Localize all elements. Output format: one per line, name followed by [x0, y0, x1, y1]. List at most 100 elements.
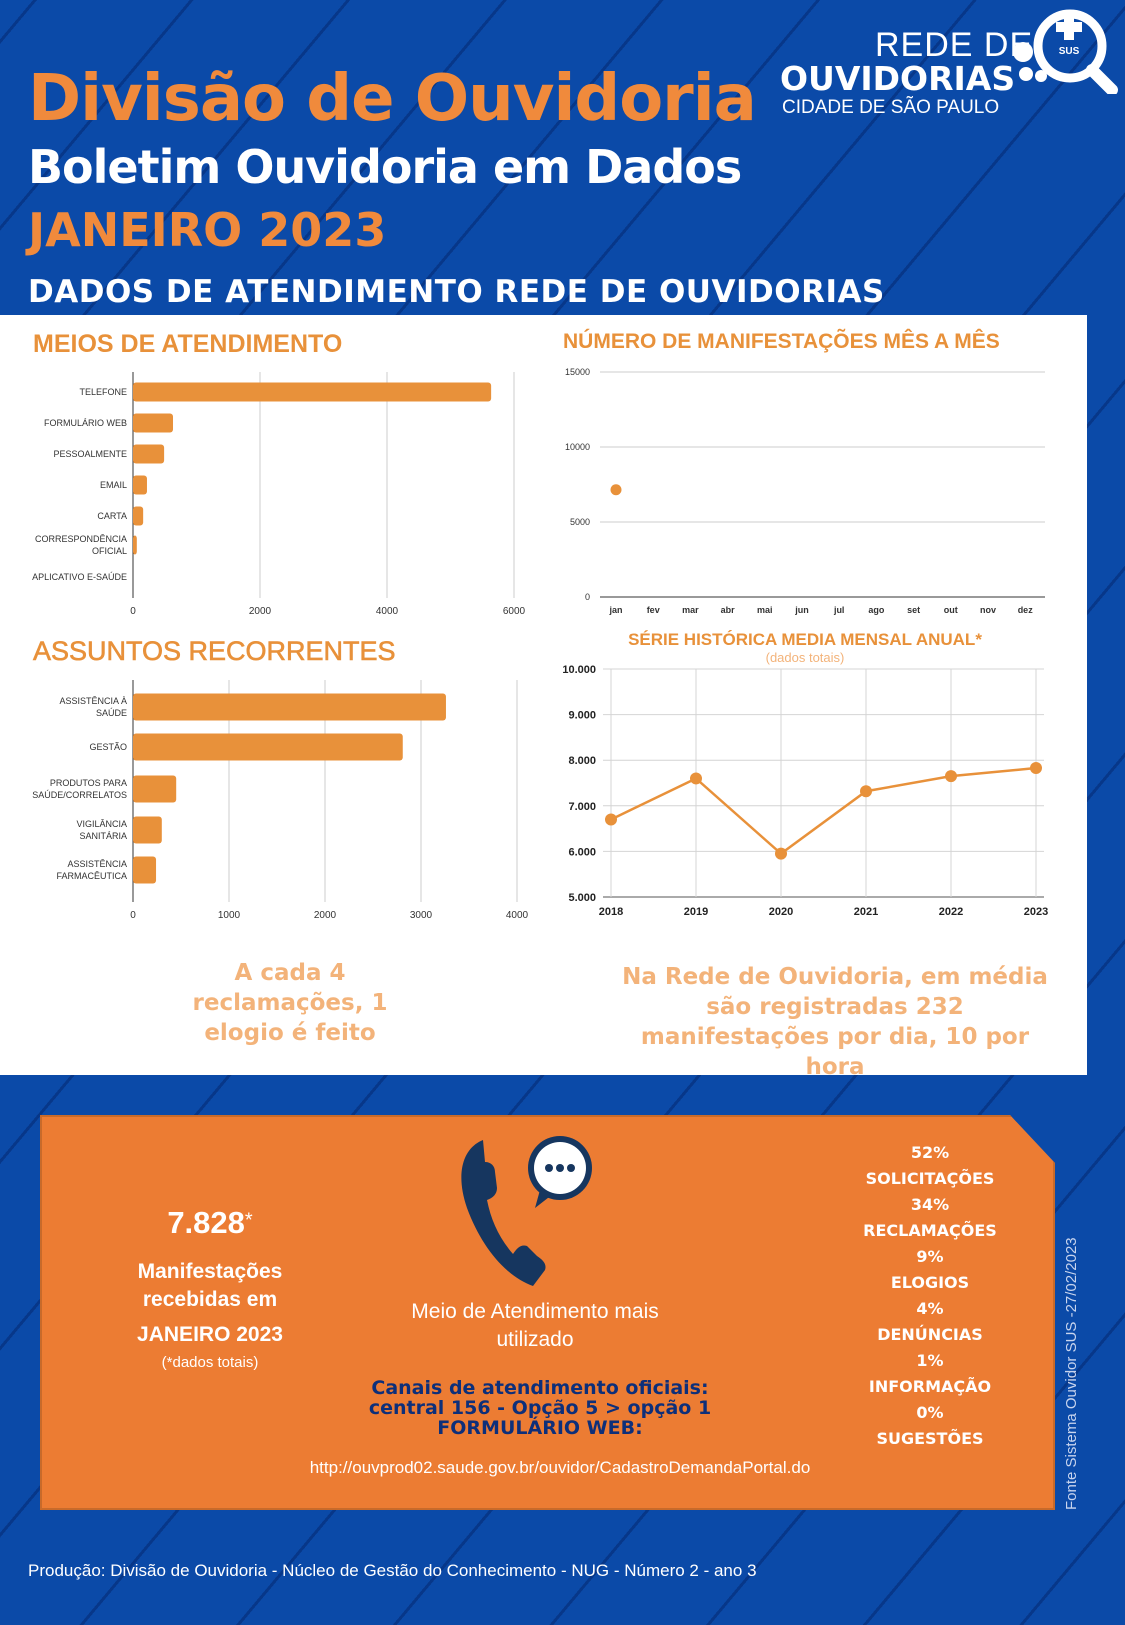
bar [133, 856, 157, 884]
type-pct: 4% [916, 1299, 944, 1318]
x-tick-label: 2019 [684, 906, 708, 918]
type-label: SUGESTÕES [876, 1429, 984, 1448]
type-pct: 0% [916, 1403, 944, 1422]
x-tick-label: abr [721, 605, 736, 615]
type-label: SOLICITAÇÕES [865, 1169, 995, 1188]
bar [133, 475, 147, 495]
logo-line2: OUVIDORIAS [780, 59, 1016, 98]
x-tick-label: out [944, 605, 958, 615]
x-tick-label: 0 [130, 910, 136, 921]
logo-line3: CIDADE DE SÃO PAULO [782, 97, 1000, 118]
category-label: SAÚDE/CORRELATOS [32, 790, 127, 800]
x-tick-label: 2022 [939, 906, 963, 918]
x-tick-label: 2021 [854, 906, 878, 918]
x-tick-label: 2000 [249, 606, 272, 617]
category-label: FORMULÁRIO WEB [44, 418, 127, 428]
manifestation-types: 52% SOLICITAÇÕES 34% RECLAMAÇÕES 9% ELOGIOS 4%… [860, 1140, 1000, 1452]
type-label: ELOGIOS [890, 1273, 970, 1292]
bar [133, 693, 446, 721]
y-tick-label: 5.000 [568, 892, 596, 904]
fact-media-diaria: Na Rede de Ouvidoria, em média são regis… [622, 964, 1048, 1080]
type-pct: 52% [910, 1143, 950, 1162]
x-tick-label: 2018 [599, 906, 623, 918]
period-title: JANEIRO 2023 [28, 203, 387, 257]
category-label: VIGILÂNCIA [76, 819, 127, 829]
x-tick-label: 6000 [503, 606, 526, 617]
bar [133, 816, 162, 844]
x-tick-label: 2023 [1024, 906, 1048, 918]
x-tick-label: 0 [130, 606, 136, 617]
x-tick-label: nov [980, 605, 996, 615]
total-label: Manifestações recebidas em [137, 1260, 283, 1311]
x-tick-label: fev [647, 605, 660, 615]
bar [133, 413, 174, 433]
category-label: SANITÁRIA [79, 831, 127, 841]
chart4-title: SÉRIE HISTÓRICA MEDIA MENSAL ANUAL* [628, 630, 982, 649]
x-tick-label: set [907, 605, 920, 615]
bar [133, 733, 403, 761]
bar [133, 444, 165, 464]
canais-oficiais: Canais de atendimento oficiais: central … [330, 1378, 750, 1438]
category-label: ASSISTÊNCIA [67, 859, 127, 869]
canais-phone: central 156 - Opção 5 > opção 1 [368, 1397, 712, 1419]
y-tick-label: 8.000 [568, 755, 596, 767]
data-point [860, 785, 872, 798]
data-point [775, 847, 787, 860]
total-value: 7.828 [167, 1205, 245, 1240]
category-label: EMAIL [100, 480, 127, 490]
type-pct: 1% [916, 1351, 944, 1370]
section-title: DADOS DE ATENDIMENTO REDE DE OUVIDORIAS [28, 274, 885, 310]
bar [133, 382, 492, 402]
total-asterisk: * [244, 1209, 253, 1232]
channel-label: Meio de Atendimento mais utilizado [411, 1300, 659, 1351]
category-label: CORRESPONDÊNCIA [35, 534, 127, 544]
page-title: Divisão de Ouvidoria [28, 62, 757, 136]
type-pct: 34% [910, 1195, 950, 1214]
data-point [610, 484, 622, 496]
category-label: GESTÃO [89, 742, 127, 752]
portal-link[interactable]: http://ouvprod02.saude.gov.br/ouvidor/Ca… [309, 1458, 811, 1477]
y-tick-label: 7.000 [568, 801, 596, 813]
chart2-title: ASSUNTOS RECORRENTES [33, 636, 396, 667]
y-tick-label: 15000 [565, 367, 590, 377]
chart3-title: NÚMERO DE MANIFESTAÇÕES MÊS A MÊS [563, 330, 1000, 353]
total-period: JANEIRO 2023 [137, 1323, 283, 1346]
x-tick-label: 2000 [314, 910, 337, 921]
category-label: TELEFONE [79, 387, 127, 397]
canais-web: FORMULÁRIO WEB: [437, 1417, 643, 1439]
category-label: PRODUTOS PARA [50, 778, 127, 788]
x-tick-label: 1000 [218, 910, 241, 921]
y-tick-label: 10000 [565, 442, 590, 452]
logo-rede-ouvidorias: REDE DE OUVIDORIAS CIDADE DE SÃO PAULO [780, 28, 1033, 120]
type-label: DENÚNCIAS [877, 1325, 983, 1344]
x-tick-label: 3000 [410, 910, 433, 921]
sus-badge: SUS [1059, 46, 1080, 57]
bar [133, 535, 137, 555]
chart4-subtitle: (dados totais) [765, 650, 845, 665]
source-note: Fonte Sistema Ouvidor SUS -27/02/2023 [1063, 1237, 1080, 1510]
category-label: PESSOALMENTE [53, 449, 127, 459]
x-tick-label: dez [1018, 605, 1034, 615]
magnifier-sus-icon: SUS [1013, 9, 1118, 94]
footer-credits: Produção: Divisão de Ouvidoria - Núcleo … [28, 1561, 757, 1580]
page-subtitle: Boletim Ouvidoria em Dados [28, 140, 742, 194]
x-tick-label: ago [868, 605, 885, 615]
type-label: INFORMAÇÃO [868, 1377, 992, 1396]
y-tick-label: 5000 [570, 517, 590, 527]
category-label: FARMACÊUTICA [56, 871, 127, 881]
y-tick-label: 9.000 [568, 710, 596, 722]
fact-reclamacoes-elogios: A cada 4 reclamações, 1 elogio é feito [192, 960, 388, 1046]
category-label: CARTA [97, 511, 127, 521]
y-tick-label: 0 [585, 592, 590, 602]
series-line [610, 766, 1037, 856]
canais-title: Canais de atendimento oficiais: [371, 1377, 709, 1399]
data-point [945, 770, 957, 783]
data-point [605, 813, 617, 826]
category-label: OFICIAL [92, 546, 127, 556]
x-tick-label: mar [682, 605, 699, 615]
category-label: ASSISTÊNCIA À [59, 696, 127, 706]
x-tick-label: 4000 [376, 606, 399, 617]
y-tick-label: 6.000 [568, 846, 596, 858]
logo-line1: REDE DE [875, 26, 1034, 64]
bar [133, 506, 144, 526]
